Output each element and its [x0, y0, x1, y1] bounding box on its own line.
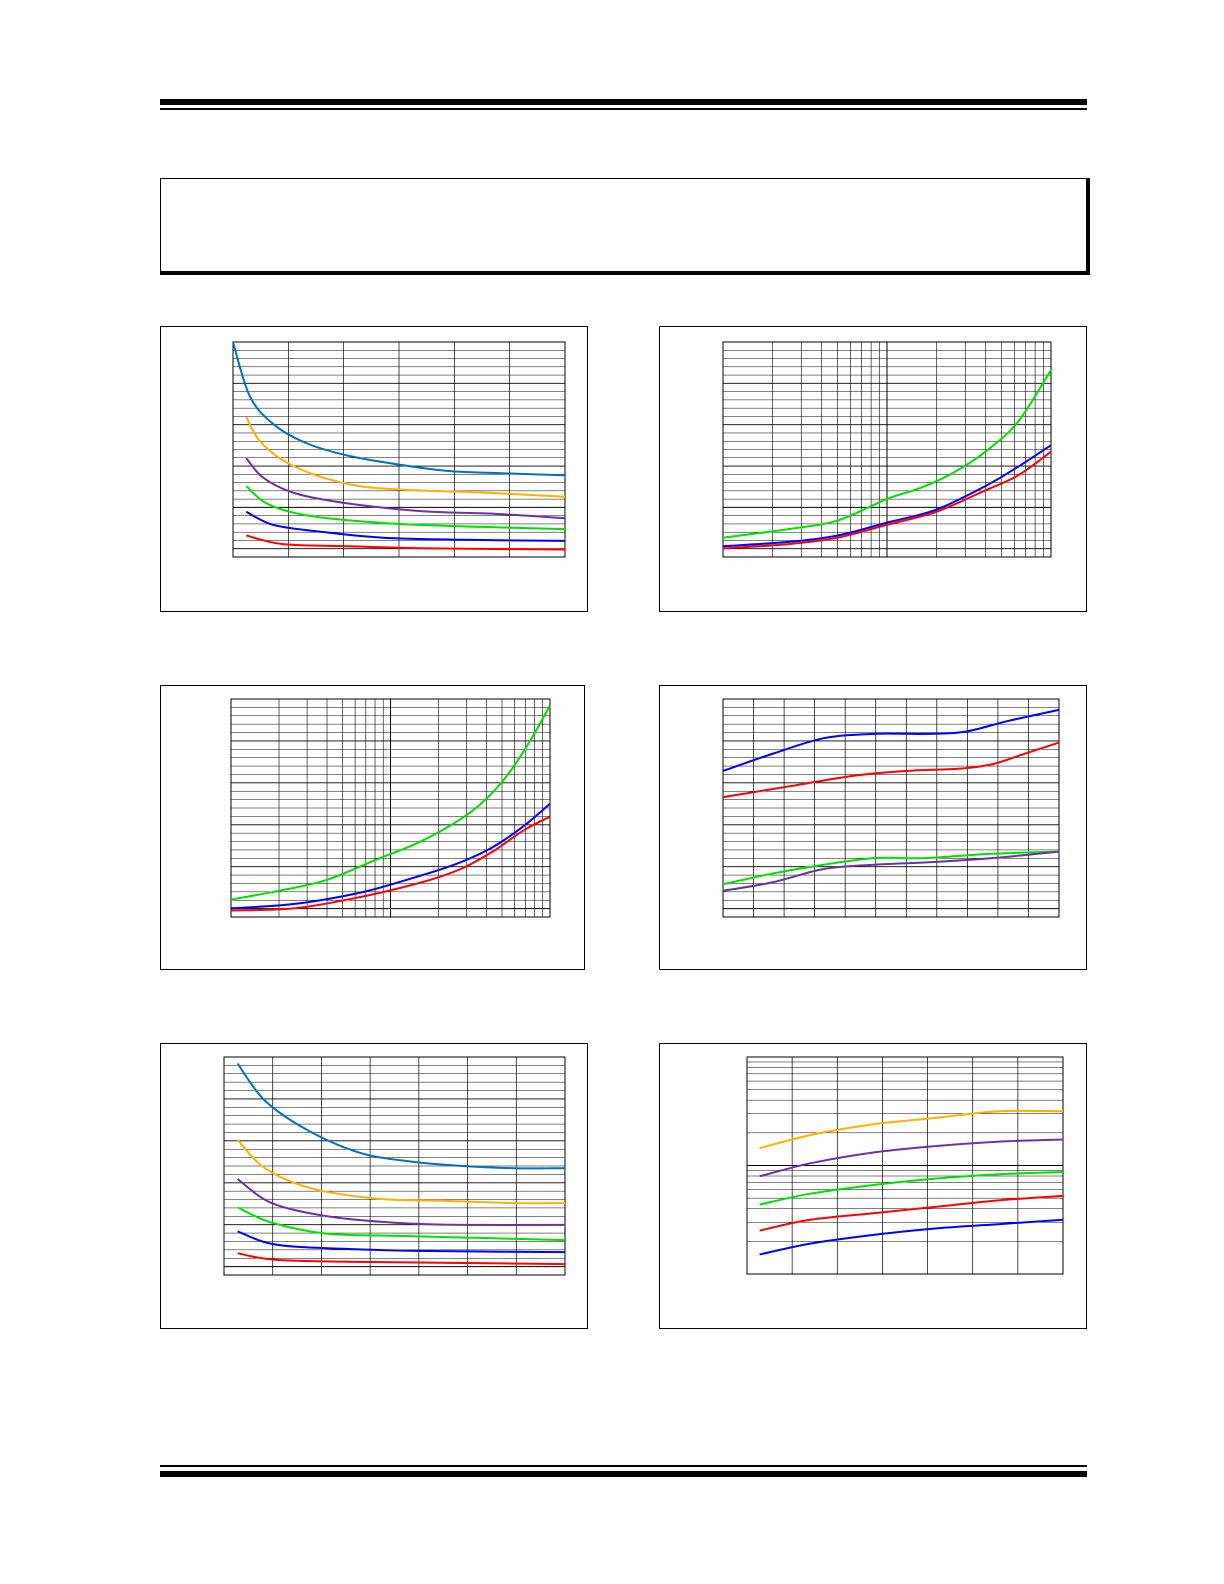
chart-5: [223, 1056, 566, 1276]
series-line-3: [245, 457, 566, 520]
series-line-4: [237, 1206, 566, 1242]
series-line-4: [722, 850, 1060, 892]
series-line-1: [759, 1109, 1064, 1150]
series-line-2: [722, 741, 1060, 799]
series-line-2: [245, 416, 566, 498]
footer-rule-thick: [160, 1471, 1087, 1477]
chart-panel-6: [659, 1043, 1087, 1329]
series-line-3: [759, 1171, 1064, 1206]
chart-3: [230, 698, 551, 918]
note-box: [160, 178, 1090, 275]
series-line-3: [722, 850, 1060, 886]
header-rule-thick: [160, 99, 1087, 105]
header-rule-thin: [160, 108, 1087, 110]
plot-frame: [223, 1056, 566, 1276]
grid: [723, 699, 1059, 917]
series-line-3: [237, 1178, 566, 1227]
series-line-1: [722, 369, 1052, 539]
grid: [747, 1057, 1063, 1275]
series-line-1: [722, 708, 1060, 772]
chart-panel-3: [160, 685, 585, 970]
chart-panel-2: [659, 326, 1087, 612]
series-line-4: [245, 485, 566, 531]
series-line-5: [245, 510, 566, 542]
series-line-4: [759, 1194, 1064, 1232]
footer-rule-thin: [160, 1465, 1087, 1467]
series-line-1: [230, 705, 551, 901]
chart-4: [722, 698, 1060, 918]
series-line-3: [722, 450, 1052, 550]
plot-frame: [722, 698, 1060, 918]
plot-frame: [722, 341, 1052, 558]
series-line-2: [759, 1138, 1064, 1178]
grid: [722, 342, 1052, 557]
chart-panel-5: [160, 1043, 588, 1329]
grid: [224, 1057, 565, 1275]
series-line-3: [230, 815, 551, 912]
series-line-6: [237, 1252, 566, 1266]
series-line-5: [237, 1230, 566, 1254]
chart-1: [232, 341, 566, 558]
series-line-1: [236, 1062, 566, 1170]
plot-frame: [232, 341, 566, 558]
plot-frame: [746, 1056, 1064, 1275]
chart-panel-1: [160, 326, 588, 612]
series-line-2: [722, 444, 1052, 548]
series-line-2: [230, 802, 551, 910]
series-line-5: [759, 1218, 1064, 1256]
chart-6: [746, 1056, 1064, 1275]
chart-2: [722, 341, 1052, 558]
plot-frame: [230, 698, 551, 918]
series-line-2: [236, 1139, 566, 1205]
series-line-1: [232, 341, 566, 477]
chart-panel-4: [659, 685, 1087, 970]
series-line-6: [246, 534, 566, 551]
